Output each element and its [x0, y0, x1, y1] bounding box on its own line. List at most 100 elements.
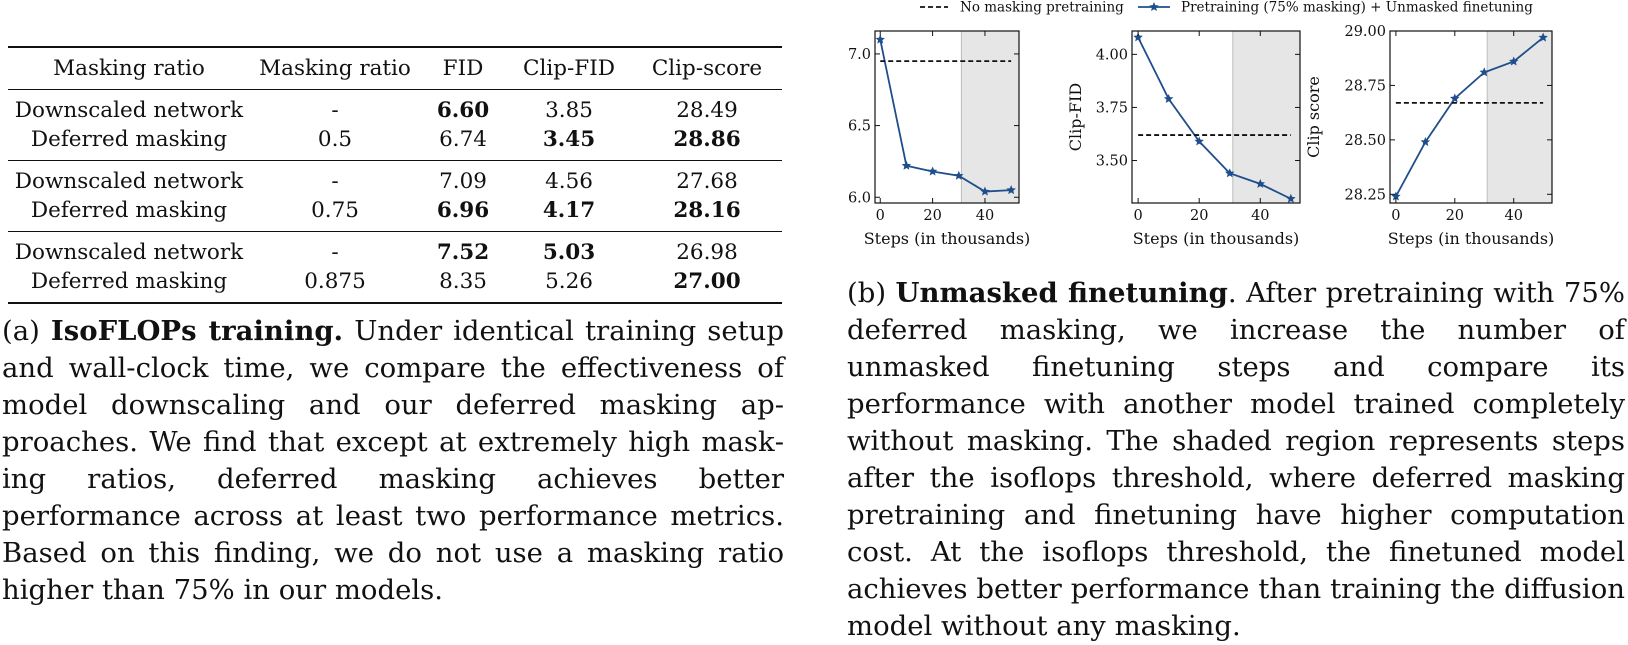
data-point: [1255, 178, 1266, 188]
legend-finetune-marker: [1149, 2, 1159, 12]
data-point: [954, 170, 964, 180]
header-clip-score: Clip-score: [651, 55, 763, 81]
header-fid: FID: [442, 55, 484, 81]
plot-frame: [1131, 30, 1301, 204]
y-tick-label: 28.25: [1344, 187, 1386, 203]
cell-method: Downscaled network: [14, 239, 244, 265]
data-point: [1508, 56, 1519, 66]
cell-fid: 6.74: [439, 126, 487, 152]
cell-method: Deferred masking: [30, 197, 228, 223]
shaded-region: [1487, 31, 1552, 203]
cell-method: Deferred masking: [30, 126, 228, 152]
x-axis-label: Steps (in thousands): [1133, 229, 1300, 248]
finetune-line: [879, 39, 1012, 193]
cell-clip-fid: 5.03: [542, 239, 596, 265]
shaded-region: [961, 31, 1019, 203]
finetune-line: [1395, 36, 1544, 197]
caption-a-label: (a): [2, 315, 40, 347]
data-point: [1391, 191, 1401, 201]
y-tick-label: 4.00: [1096, 47, 1128, 63]
caption-b: (b) Unmasked finetuning. After pretraini…: [847, 275, 1625, 645]
data-point: [1286, 193, 1296, 203]
caption-a: (a) IsoFLOPs training. Under identical t…: [2, 313, 784, 609]
plot-frame: [874, 30, 1020, 204]
caption-b-label: (b): [847, 277, 887, 309]
cell-ratio: 0.875: [304, 268, 366, 294]
left-panel: Masking ratio Masking ratio FID Clip-FID…: [0, 0, 785, 625]
cell-clip-fid: 4.17: [542, 197, 596, 223]
x-axis-label: Steps (in thousands): [1388, 229, 1555, 248]
plot-frame: [1389, 30, 1553, 204]
cell-clip-fid: 5.26: [545, 268, 593, 294]
cell-clip-score: 27.68: [676, 168, 738, 194]
caption-b-text: . After pretraining with 75% deferred ma…: [847, 277, 1625, 642]
cell-method: Downscaled network: [14, 168, 244, 194]
y-tick-label: 7.0: [848, 47, 871, 63]
y-tick-label: 28.75: [1344, 78, 1386, 94]
cell-method: Downscaled network: [14, 97, 244, 123]
cell-clip-fid: 4.56: [545, 168, 593, 194]
x-axis-label: Steps (in thousands): [864, 229, 1031, 248]
y-tick-label: 3.75: [1096, 100, 1128, 116]
chart-clip-fid: 0 20 40 3.50 3.75 4.00 Steps (in thousands) Cli…: [1066, 30, 1301, 248]
cell-ratio: -: [331, 97, 339, 123]
data-point: [1224, 168, 1235, 178]
chart-legend: No masking pretraining Pretraining (75% …: [920, 0, 1533, 16]
data-point: [1194, 136, 1204, 146]
y-tick-label: 3.50: [1096, 154, 1128, 170]
y-axis-label: Clip score: [1304, 76, 1323, 158]
cell-clip-score: 28.86: [673, 126, 741, 152]
shaded-region: [1232, 31, 1300, 203]
table-row: Deferred masking 0.875 8.35 5.26 27.00: [8, 267, 782, 303]
table-row: Downscaled network - 7.52 5.03 26.98: [8, 231, 782, 267]
data-point: [901, 160, 912, 170]
caption-a-text: Under identical training setup and wall-…: [2, 315, 784, 606]
data-point: [1420, 137, 1431, 147]
cell-clip-score: 28.49: [676, 97, 738, 123]
header-clip-fid: Clip-FID: [523, 55, 615, 81]
data-point: [927, 166, 938, 176]
table-row: Downscaled network - 6.60 3.85 28.49: [8, 89, 782, 125]
x-tick-label: 40: [1504, 208, 1522, 224]
data-point: [1163, 93, 1174, 103]
x-tick-label: 20: [1190, 208, 1208, 224]
cell-fid: 6.60: [436, 97, 490, 123]
table-row: Downscaled network - 7.09 4.56 27.68: [8, 160, 782, 196]
x-tick-label: 40: [976, 208, 994, 224]
cell-fid: 7.52: [436, 239, 490, 265]
cell-fid: 6.96: [436, 197, 490, 223]
cell-fid: 8.35: [439, 268, 487, 294]
data-point: [1450, 93, 1460, 103]
table-row: Deferred masking 0.75 6.96 4.17 28.16: [8, 196, 782, 232]
table-header-row: Masking ratio Masking ratio FID Clip-FID…: [8, 47, 782, 89]
cell-ratio: 0.5: [317, 126, 353, 152]
header-method: Masking ratio: [53, 55, 205, 81]
cell-clip-score: 28.16: [673, 197, 741, 223]
x-tick-label: 0: [1133, 208, 1142, 224]
data-point: [1133, 32, 1143, 42]
y-tick-label: 6.0: [848, 190, 871, 206]
data-point: [980, 186, 990, 196]
results-table: Masking ratio Masking ratio FID Clip-FID…: [8, 46, 782, 304]
data-point: [1006, 185, 1016, 195]
data-point: [875, 34, 885, 44]
chart-clip-score: 0 20 40 28.25 28.50 28.75 29.00 Steps (in thous…: [1304, 24, 1554, 248]
data-point: [1479, 67, 1490, 77]
legend-baseline-label: No masking pretraining: [960, 0, 1124, 16]
x-tick-label: 40: [1251, 208, 1269, 224]
table-row: Deferred masking 0.5 6.74 3.45 28.86: [8, 125, 782, 161]
legend-finetune-label: Pretraining (75% masking) + Unmasked fin…: [1181, 0, 1533, 16]
finetune-line: [1137, 36, 1292, 200]
charts-figure: No masking pretraining Pretraining (75% …: [848, 0, 1554, 248]
x-tick-label: 0: [1391, 208, 1400, 224]
table-group: Downscaled network - 7.52 5.03 26.98 Def…: [8, 231, 782, 303]
cell-method: Deferred masking: [30, 268, 228, 294]
x-tick-label: 20: [923, 208, 941, 224]
x-tick-label: 20: [1446, 208, 1464, 224]
cell-clip-score: 26.98: [676, 239, 738, 265]
x-tick-label: 0: [876, 208, 885, 224]
header-ratio: Masking ratio: [259, 55, 411, 81]
y-tick-label: 6.5: [848, 119, 871, 135]
y-tick-label: 28.50: [1344, 133, 1386, 149]
